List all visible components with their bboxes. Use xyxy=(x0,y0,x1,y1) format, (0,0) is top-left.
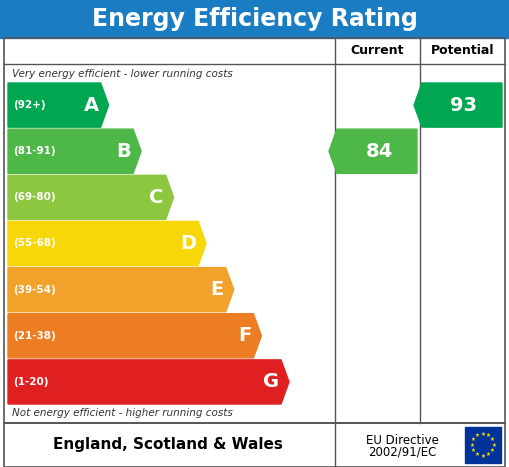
Text: ★: ★ xyxy=(471,448,476,453)
Text: 84: 84 xyxy=(365,142,392,161)
Polygon shape xyxy=(329,129,417,173)
Text: ★: ★ xyxy=(492,443,496,447)
Text: (1-20): (1-20) xyxy=(13,377,48,387)
Text: E: E xyxy=(211,280,224,299)
Text: (92+): (92+) xyxy=(13,100,46,110)
Text: ★: ★ xyxy=(490,437,495,442)
Text: C: C xyxy=(149,188,163,207)
Bar xyxy=(465,427,501,463)
Text: Potential: Potential xyxy=(431,44,494,57)
Text: ★: ★ xyxy=(470,443,474,447)
Text: D: D xyxy=(180,234,196,253)
Text: F: F xyxy=(238,326,251,345)
Text: Not energy efficient - higher running costs: Not energy efficient - higher running co… xyxy=(12,408,233,418)
Polygon shape xyxy=(414,83,502,127)
Text: ★: ★ xyxy=(490,448,495,453)
Text: ★: ★ xyxy=(480,453,486,459)
Polygon shape xyxy=(8,83,108,127)
Text: (39-54): (39-54) xyxy=(13,285,56,295)
Polygon shape xyxy=(8,314,262,358)
Text: ★: ★ xyxy=(480,432,486,437)
Polygon shape xyxy=(8,175,174,219)
Text: England, Scotland & Wales: England, Scotland & Wales xyxy=(52,438,282,453)
Text: ★: ★ xyxy=(475,452,480,457)
Text: 93: 93 xyxy=(450,96,477,114)
Text: G: G xyxy=(263,372,279,391)
Text: ★: ★ xyxy=(471,437,476,442)
Text: ★: ★ xyxy=(475,433,480,438)
Text: 2002/91/EC: 2002/91/EC xyxy=(368,446,436,459)
Text: Current: Current xyxy=(351,44,404,57)
Text: Very energy efficient - lower running costs: Very energy efficient - lower running co… xyxy=(12,69,233,79)
Text: ★: ★ xyxy=(486,433,491,438)
Text: A: A xyxy=(83,96,99,114)
Text: B: B xyxy=(117,142,131,161)
Polygon shape xyxy=(8,221,206,266)
Text: Energy Efficiency Rating: Energy Efficiency Rating xyxy=(92,7,417,31)
Polygon shape xyxy=(8,129,141,173)
Text: (81-91): (81-91) xyxy=(13,146,55,156)
Bar xyxy=(4,38,505,423)
Polygon shape xyxy=(8,268,234,311)
Text: (55-68): (55-68) xyxy=(13,239,56,248)
Text: EU Directive: EU Directive xyxy=(365,433,438,446)
Text: ★: ★ xyxy=(486,452,491,457)
Text: (21-38): (21-38) xyxy=(13,331,56,341)
Text: (69-80): (69-80) xyxy=(13,192,55,202)
Polygon shape xyxy=(8,360,289,404)
Bar xyxy=(0,0,509,38)
Bar xyxy=(4,423,505,467)
Bar xyxy=(0,423,509,467)
